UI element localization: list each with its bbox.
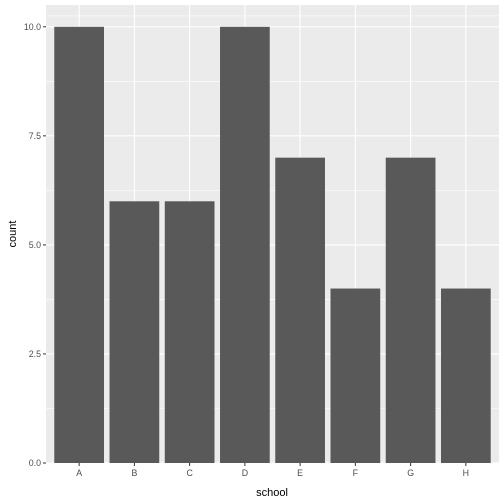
- x-tick-label: E: [297, 468, 303, 478]
- x-tick-label: A: [76, 468, 82, 478]
- y-tick-label: 10.0: [24, 22, 41, 32]
- bar-B: [109, 201, 160, 464]
- bar-C: [164, 201, 215, 464]
- y-tick-label: 2.5: [29, 349, 41, 359]
- bar-E: [275, 157, 325, 463]
- x-tick-label: B: [131, 468, 137, 478]
- y-axis: 0.0 2.5 5.0 7.5 10.0: [24, 22, 46, 468]
- x-tick-label: C: [186, 468, 193, 478]
- y-tick-label: 7.5: [29, 131, 41, 141]
- x-tick-label: H: [463, 468, 469, 478]
- bar-G: [385, 157, 436, 463]
- y-tick-label: 0.0: [29, 458, 41, 468]
- y-tick-label: 5.0: [29, 240, 41, 250]
- bar-D: [220, 26, 270, 464]
- x-axis: A B C D E F G H: [76, 463, 469, 478]
- bars: [54, 26, 491, 464]
- x-tick-label: F: [353, 468, 359, 478]
- x-tick-label: D: [242, 468, 248, 478]
- bar-H: [440, 288, 491, 463]
- bar-A: [54, 26, 105, 464]
- bar-F: [330, 288, 381, 463]
- x-tick-label: G: [407, 468, 414, 478]
- y-axis-title: count: [7, 221, 19, 248]
- x-axis-title: school: [256, 487, 288, 499]
